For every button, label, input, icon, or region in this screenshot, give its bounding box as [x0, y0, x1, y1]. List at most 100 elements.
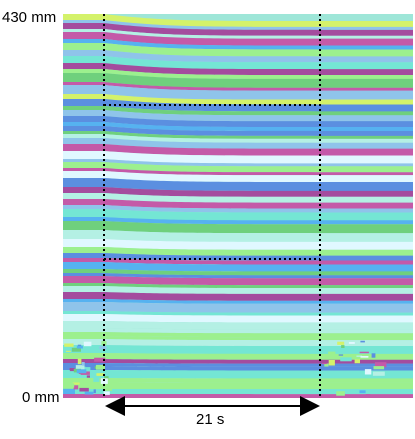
color-band — [63, 389, 413, 395]
color-band — [63, 106, 413, 116]
noise-speck — [96, 364, 105, 370]
color-band — [63, 273, 413, 279]
noise-speck — [371, 353, 376, 358]
color-band — [63, 168, 413, 176]
noise-speck — [354, 359, 360, 364]
color-band — [63, 336, 413, 341]
color-band — [63, 370, 413, 379]
color-band — [63, 85, 413, 100]
noise-speck — [372, 371, 385, 376]
color-band — [63, 69, 413, 79]
noise-speck — [365, 394, 371, 397]
noise-speck — [94, 357, 106, 362]
noise-speck — [93, 376, 100, 382]
top-depth-label: 430 mm — [2, 9, 57, 26]
noise-speck — [64, 343, 74, 347]
color-band — [63, 378, 413, 383]
color-band — [63, 269, 413, 276]
color-band — [63, 126, 413, 136]
color-band — [63, 63, 413, 76]
duration-label: 21 s — [196, 411, 225, 428]
noise-speck — [374, 362, 387, 368]
noise-speck — [93, 389, 96, 394]
color-band — [63, 221, 413, 234]
color-band — [63, 382, 413, 390]
color-band — [63, 332, 413, 338]
color-band — [63, 299, 413, 304]
guide-lines — [103, 14, 321, 398]
color-band — [63, 209, 413, 221]
noise-speck — [99, 346, 107, 350]
noise-speck — [77, 344, 82, 347]
noise-speck — [359, 390, 366, 394]
color-band — [63, 359, 413, 364]
color-bands — [63, 14, 413, 398]
color-band — [63, 23, 413, 36]
color-band — [63, 292, 413, 301]
color-band — [63, 262, 413, 272]
color-band — [63, 20, 413, 30]
noise-speck — [63, 383, 75, 388]
color-band — [63, 144, 413, 156]
color-band — [63, 286, 413, 295]
color-band — [63, 99, 413, 112]
color-band — [63, 199, 413, 209]
noise-speck — [348, 342, 355, 344]
color-band — [63, 43, 413, 57]
noise-speck — [104, 387, 113, 391]
noise-speck — [84, 391, 94, 395]
color-band — [63, 14, 413, 27]
color-band — [63, 230, 413, 243]
color-band — [63, 366, 413, 371]
color-band — [63, 321, 413, 330]
noise-speck — [76, 345, 83, 349]
noise-speck — [360, 356, 369, 358]
color-band — [63, 171, 413, 183]
color-band — [63, 73, 413, 88]
color-band — [63, 50, 413, 63]
noise-speck — [340, 357, 352, 362]
color-band — [63, 353, 413, 360]
noise-speck — [79, 387, 89, 392]
noise-speck — [359, 351, 369, 354]
color-band — [63, 205, 413, 213]
noise-speck — [72, 382, 80, 385]
color-band — [63, 178, 413, 192]
bottom-depth-label: 0 mm — [22, 389, 60, 406]
noise-speck — [338, 354, 344, 356]
color-band — [63, 110, 413, 122]
color-band — [63, 217, 413, 225]
color-band — [63, 134, 413, 143]
noise-speck — [101, 341, 107, 346]
noise-speck — [73, 385, 79, 390]
color-band — [63, 32, 413, 46]
noise-speck — [71, 347, 81, 352]
color-band — [63, 247, 413, 256]
noise-speck — [63, 388, 75, 394]
color-band — [63, 29, 413, 39]
noise-speck — [360, 340, 365, 343]
noise-speck — [328, 360, 335, 366]
noise-speck — [86, 375, 90, 378]
noise-speck — [356, 355, 362, 357]
noise-speck — [69, 368, 75, 371]
noise-speck — [328, 351, 336, 355]
color-band — [63, 162, 413, 173]
noise-speck — [104, 376, 109, 379]
noise-speck — [65, 350, 71, 352]
color-band — [63, 187, 413, 197]
color-band — [63, 138, 413, 149]
color-band — [63, 311, 413, 316]
noise-speck — [83, 341, 92, 347]
noise-speck — [337, 341, 345, 345]
noise-speck — [324, 363, 329, 367]
color-band — [63, 122, 413, 132]
color-band — [63, 283, 413, 289]
noise-speck — [341, 345, 345, 348]
noise-speck — [373, 366, 385, 370]
noise-speck — [364, 369, 372, 375]
color-band — [63, 314, 413, 323]
color-band — [63, 302, 413, 313]
